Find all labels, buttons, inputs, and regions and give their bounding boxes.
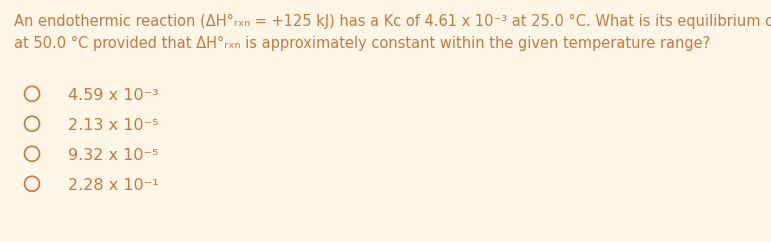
Text: An endothermic reaction (ΔH°ᵣₓₙ = +125 kJ) has a Kᴄ of 4.61 x 10⁻³ at 25.0 °C. W: An endothermic reaction (ΔH°ᵣₓₙ = +125 k… [14,14,771,29]
Text: 9.32 x 10⁻⁵: 9.32 x 10⁻⁵ [68,148,158,163]
Text: 2.13 x 10⁻⁵: 2.13 x 10⁻⁵ [68,118,159,133]
Text: at 50.0 °C provided that ΔH°ᵣₓₙ is approximately constant within the given tempe: at 50.0 °C provided that ΔH°ᵣₓₙ is appro… [14,36,710,51]
Text: 4.59 x 10⁻³: 4.59 x 10⁻³ [68,88,159,103]
Text: 2.28 x 10⁻¹: 2.28 x 10⁻¹ [68,178,159,193]
